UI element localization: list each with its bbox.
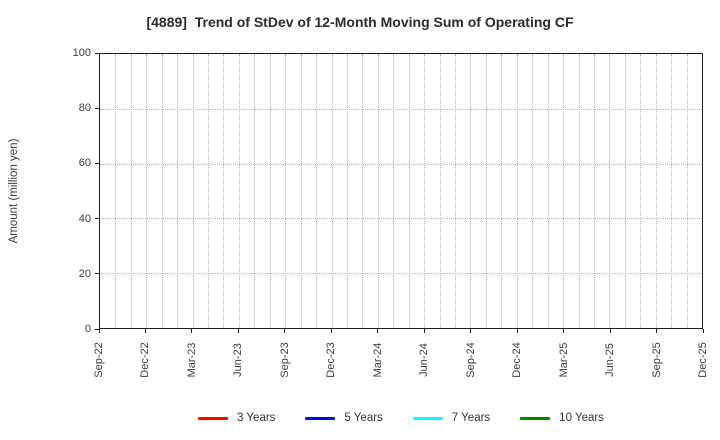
gridline-vertical — [686, 54, 688, 328]
x-tick-label: Jun-24 — [418, 343, 431, 377]
chart-title: [4889] Trend of StDev of 12-Month Moving… — [146, 14, 574, 30]
y-tick-label: 20 — [78, 267, 91, 280]
gridline-vertical — [547, 54, 549, 328]
gridline-vertical — [578, 54, 580, 328]
x-tick-mark — [563, 329, 565, 333]
legend-item: 3 Years — [198, 412, 275, 424]
legend-label: 10 Years — [559, 412, 604, 424]
y-tick-mark — [95, 107, 99, 109]
gridline-vertical — [671, 54, 673, 328]
gridline-vertical — [346, 54, 348, 328]
x-tick-mark — [423, 329, 425, 333]
y-tick-mark — [95, 328, 99, 330]
gridline-vertical — [177, 54, 179, 328]
legend-item: 7 Years — [412, 412, 491, 424]
x-tick-mark — [144, 329, 146, 333]
x-tick-mark — [516, 329, 518, 333]
x-tick-label: Sep-22 — [93, 342, 105, 378]
x-tick-mark — [284, 329, 286, 333]
gridline-vertical — [563, 54, 565, 328]
gridline-vertical — [146, 54, 148, 328]
gridline-vertical — [130, 54, 132, 328]
legend-line-swatch — [520, 416, 551, 420]
plot-area — [99, 53, 703, 329]
legend-line-swatch — [198, 416, 229, 420]
y-axis-label: Amount (million yen) — [8, 138, 20, 244]
gridline-vertical — [208, 54, 210, 328]
gridline-vertical — [331, 54, 333, 328]
y-tick-mark — [95, 52, 99, 54]
gridline-vertical — [285, 54, 287, 328]
gridline-vertical — [300, 54, 302, 328]
gridline-vertical — [501, 54, 503, 328]
legend: 3 Years 5 Years 7 Years 10 Years — [99, 407, 703, 429]
y-tick-label: 100 — [72, 47, 91, 59]
gridline-vertical — [516, 54, 518, 328]
gridline-vertical — [485, 54, 487, 328]
legend-line-swatch — [305, 416, 336, 420]
gridline-vertical — [238, 54, 240, 328]
x-tick-label: Dec-22 — [139, 342, 152, 378]
y-tick-mark — [95, 218, 99, 220]
gridline-vertical — [424, 54, 426, 328]
gridline-vertical — [223, 54, 225, 328]
gridline-vertical — [254, 54, 256, 328]
legend-label: 5 Years — [344, 412, 383, 424]
x-tick-mark — [377, 329, 379, 333]
gridline-vertical — [640, 54, 642, 328]
x-tick-mark — [656, 329, 658, 333]
y-tick-label: 0 — [84, 323, 91, 335]
x-tick-mark — [191, 329, 193, 333]
x-tick-label: Mar-25 — [557, 342, 570, 378]
x-tick-mark — [470, 329, 472, 333]
x-tick-label: Jun-25 — [604, 343, 617, 377]
gridline-vertical — [377, 54, 379, 328]
y-tick-label: 80 — [78, 102, 91, 115]
x-tick-label: Sep-24 — [464, 342, 477, 378]
x-tick-label: Sep-23 — [278, 342, 291, 378]
gridline-vertical — [408, 54, 410, 328]
y-tick-label: 40 — [78, 212, 91, 225]
gridline-vertical — [609, 54, 611, 328]
gridline-vertical — [192, 54, 194, 328]
y-tick-mark — [95, 162, 99, 164]
x-tick-mark — [702, 329, 704, 333]
gridline-vertical — [316, 54, 318, 328]
x-tick-label: Mar-24 — [371, 342, 384, 378]
gridline-vertical — [269, 54, 271, 328]
x-tick-mark — [237, 329, 239, 333]
legend-label: 7 Years — [451, 412, 491, 424]
gridline-vertical — [532, 54, 534, 328]
gridline-vertical — [593, 54, 595, 328]
x-tick-mark — [98, 329, 100, 333]
gridline-vertical — [393, 54, 395, 328]
x-tick-label: Dec-25 — [697, 342, 709, 378]
gridline-vertical — [470, 54, 472, 328]
gridline-vertical — [439, 54, 441, 328]
x-tick-label: Dec-23 — [325, 342, 338, 378]
x-tick-label: Dec-24 — [511, 342, 524, 378]
gridline-horizontal — [100, 163, 702, 165]
gridline-vertical — [624, 54, 626, 328]
y-tick-mark — [95, 273, 99, 275]
gridline-vertical — [362, 54, 364, 328]
x-tick-label: Mar-23 — [185, 342, 198, 378]
gridline-horizontal — [100, 273, 702, 275]
gridline-vertical — [655, 54, 657, 328]
legend-item: 5 Years — [305, 412, 383, 424]
gridline-vertical — [161, 54, 163, 328]
x-tick-label: Sep-25 — [650, 342, 663, 378]
gridline-vertical — [115, 54, 117, 328]
gridline-vertical — [455, 54, 457, 328]
gridline-horizontal — [100, 108, 702, 110]
x-tick-mark — [609, 329, 611, 333]
gridline-horizontal — [100, 218, 702, 220]
y-tick-label: 60 — [78, 157, 91, 170]
x-tick-mark — [330, 329, 332, 333]
legend-line-swatch — [412, 416, 443, 420]
legend-label: 3 Years — [237, 412, 276, 424]
legend-item: 10 Years — [520, 412, 604, 424]
x-tick-label: Jun-23 — [232, 343, 245, 377]
